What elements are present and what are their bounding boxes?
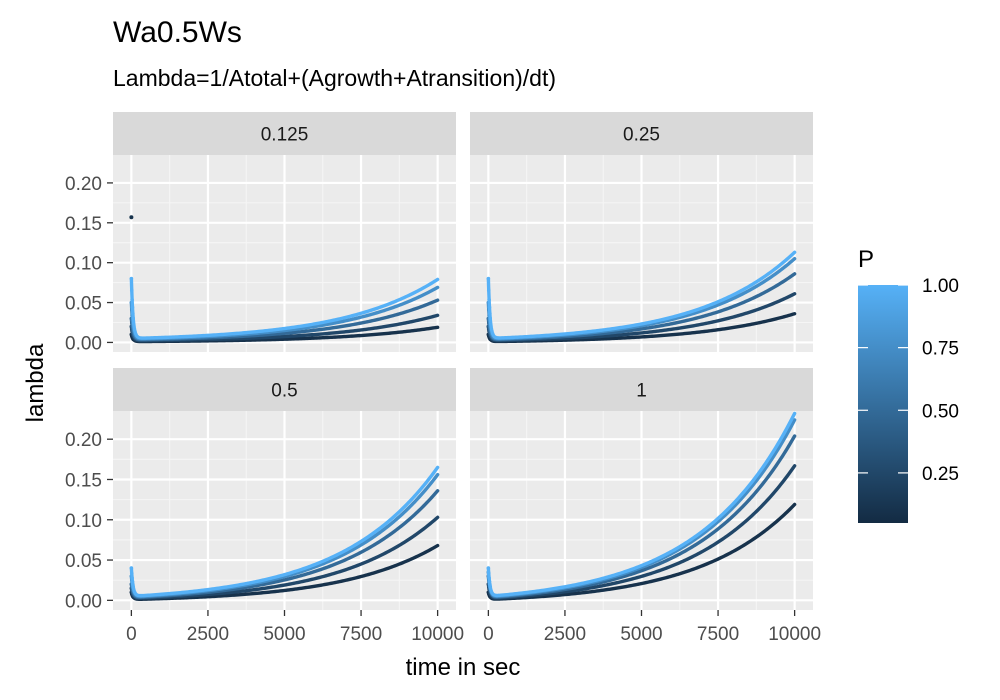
- data-point: [130, 579, 135, 584]
- series-line: [129, 276, 440, 340]
- y-tick-label: 0.00: [65, 333, 102, 354]
- x-tick-label: 7500: [697, 624, 739, 645]
- data-point: [130, 305, 135, 310]
- series-line: [486, 250, 797, 340]
- data-point: [487, 305, 492, 310]
- facet-strip-label: 0.25: [623, 125, 660, 146]
- legend-tick-label: 1.00: [922, 276, 959, 297]
- data-point: [131, 311, 135, 316]
- facet-panel-0.5: 0.5: [113, 368, 456, 610]
- data-point: [129, 566, 134, 570]
- series-p-1: [129, 465, 440, 598]
- chart-title: Wa0.5Ws: [113, 16, 242, 49]
- data-point: [487, 297, 491, 302]
- y-tick-label: 0.10: [65, 511, 102, 532]
- facet-strip: [113, 368, 456, 411]
- data-point: [487, 576, 491, 580]
- data-point: [129, 571, 134, 576]
- data-point: [486, 288, 491, 293]
- facet-strip: [470, 112, 813, 155]
- facet-panel-1: 1: [470, 368, 813, 610]
- facet-panel-0.25: 0.25: [470, 112, 813, 352]
- facet-strip-label: 0.5: [271, 381, 297, 402]
- data-point: [129, 276, 134, 281]
- series-line: [486, 411, 797, 598]
- y-tick-label: 0.05: [65, 294, 102, 315]
- data-point: [130, 576, 134, 580]
- facet-strip-label: 1: [636, 381, 647, 402]
- data-point: [488, 311, 492, 316]
- legend-tick-label: 0.50: [922, 401, 959, 422]
- x-tick-label: 0: [483, 624, 494, 645]
- axes: 0.00 0.05 0.10 0.15 0.20 0.00 0.05 0.10 0.15 0.20…: [65, 174, 821, 645]
- y-tick-label: 0.10: [65, 254, 102, 275]
- legend-tick-label: 0.75: [922, 339, 959, 360]
- data-point: [130, 297, 134, 302]
- y-tick-label: 0.05: [65, 551, 102, 572]
- outlier-point: [129, 215, 134, 220]
- series-line: [129, 465, 440, 598]
- x-tick-label: 7500: [340, 624, 382, 645]
- y-axis-title: lambda: [22, 343, 49, 422]
- data-point: [486, 566, 491, 570]
- x-tick-label: 5000: [620, 624, 662, 645]
- data-point: [131, 584, 136, 589]
- x-tick-label: 0: [126, 624, 137, 645]
- data-point: [487, 579, 492, 584]
- x-axis-title: time in sec: [406, 654, 521, 681]
- x-tick-label: 5000: [263, 624, 305, 645]
- y-tick-label: 0.00: [65, 591, 102, 612]
- x-tick-label: 10000: [768, 624, 821, 645]
- y-tick-label: 0.20: [65, 174, 102, 195]
- facet-panels: 0.125 0.25 0.5 1: [113, 112, 813, 610]
- x-tick-label: 2500: [544, 624, 586, 645]
- x-tick-label: 10000: [411, 624, 464, 645]
- x-tick-label: 2500: [187, 624, 229, 645]
- y-tick-label: 0.15: [65, 470, 102, 491]
- data-series: [486, 250, 797, 344]
- data-series: [129, 215, 440, 344]
- facet-panel-0.125: 0.125: [113, 112, 456, 352]
- series-p-1: [129, 276, 440, 340]
- chart-subtitle: Lambda=1/Atotal+(Agrowth+Atransition)/dt…: [113, 65, 556, 91]
- data-point: [488, 584, 493, 589]
- gridlines: [113, 155, 456, 352]
- y-tick-label: 0.15: [65, 214, 102, 235]
- gridlines: [470, 155, 813, 352]
- series-p-1: [486, 411, 797, 598]
- data-point: [129, 288, 134, 293]
- legend-colorbar: [858, 285, 908, 523]
- facet-strip-label: 0.125: [261, 125, 309, 146]
- facet-strip: [470, 368, 813, 411]
- data-point: [486, 571, 491, 576]
- y-tick-label: 0.20: [65, 430, 102, 451]
- data-point: [486, 276, 491, 281]
- legend-title: P: [858, 246, 874, 273]
- legend-tick-label: 0.25: [922, 464, 959, 485]
- gridlines: [470, 411, 813, 610]
- data-point: [131, 316, 136, 321]
- series-p-1: [486, 250, 797, 340]
- data-series: [486, 411, 797, 601]
- data-point: [488, 316, 493, 321]
- facet-strip: [113, 112, 456, 155]
- data-series: [129, 465, 440, 601]
- legend: P 0.25 0.50 0.75 1.00: [858, 246, 959, 523]
